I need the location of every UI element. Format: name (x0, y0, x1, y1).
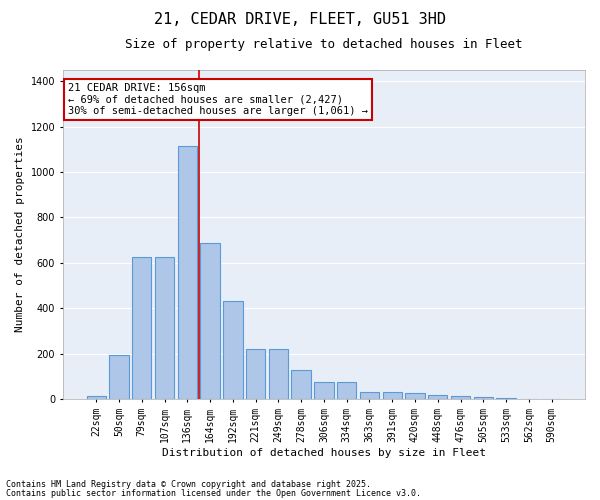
Bar (337, 382, 356, 399)
Bar (200, 244, 220, 399)
Bar (223, 302, 242, 399)
Bar (314, 382, 334, 399)
Title: Size of property relative to detached houses in Fleet: Size of property relative to detached ho… (125, 38, 523, 51)
Bar (269, 349, 288, 399)
Bar (246, 349, 265, 399)
Y-axis label: Number of detached properties: Number of detached properties (15, 136, 25, 332)
Bar (473, 397, 493, 399)
Bar (406, 392, 425, 399)
Bar (428, 395, 448, 399)
Bar (451, 396, 470, 399)
Bar (360, 392, 379, 399)
Bar (496, 398, 516, 399)
Text: Contains HM Land Registry data © Crown copyright and database right 2025.: Contains HM Land Registry data © Crown c… (6, 480, 371, 489)
Bar (86, 396, 106, 399)
Bar (178, 146, 197, 399)
Bar (383, 392, 402, 399)
Bar (155, 257, 174, 399)
Text: 21 CEDAR DRIVE: 156sqm
← 69% of detached houses are smaller (2,427)
30% of semi-: 21 CEDAR DRIVE: 156sqm ← 69% of detached… (68, 83, 368, 116)
Bar (132, 257, 151, 399)
Text: 21, CEDAR DRIVE, FLEET, GU51 3HD: 21, CEDAR DRIVE, FLEET, GU51 3HD (154, 12, 446, 28)
Bar (292, 370, 311, 399)
Text: Contains public sector information licensed under the Open Government Licence v3: Contains public sector information licen… (6, 488, 421, 498)
X-axis label: Distribution of detached houses by size in Fleet: Distribution of detached houses by size … (162, 448, 486, 458)
Bar (109, 355, 128, 399)
